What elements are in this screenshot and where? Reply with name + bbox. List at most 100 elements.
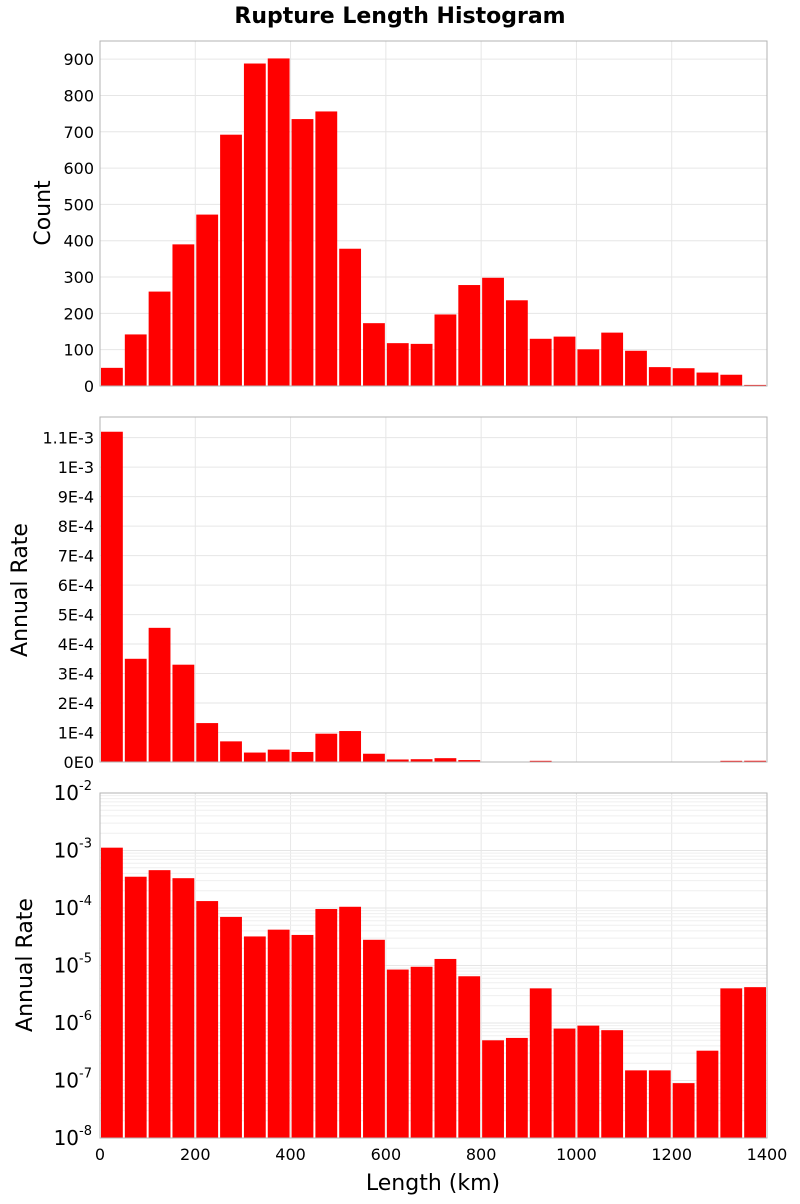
histogram-bar [220, 135, 242, 386]
histogram-bar [220, 917, 242, 1138]
histogram-bar [435, 314, 457, 386]
histogram-bar [506, 1038, 528, 1138]
histogram-bar [172, 665, 194, 762]
y-tick-label: 700 [63, 123, 94, 142]
histogram-bar [387, 343, 409, 386]
x-tick-label: 600 [371, 1145, 402, 1164]
y-tick-label: 8E-4 [58, 517, 94, 536]
histogram-bar [149, 870, 171, 1138]
histogram-bar [697, 373, 719, 386]
histogram-bar [196, 723, 218, 762]
histogram-bar [196, 215, 218, 386]
chart-title: Rupture Length Histogram [234, 4, 565, 29]
histogram-bar [720, 375, 742, 386]
x-tick-label: 400 [275, 1145, 306, 1164]
x-tick-label: 200 [180, 1145, 211, 1164]
histogram-bar [244, 753, 266, 762]
y-tick-label: 300 [63, 268, 94, 287]
panel-2: 0E01E-42E-43E-44E-45E-46E-47E-48E-49E-41… [42, 417, 767, 772]
histogram-bar [172, 878, 194, 1138]
y-tick-label: 900 [63, 50, 94, 69]
histogram-bar [292, 752, 314, 762]
histogram-bar [268, 750, 290, 762]
histogram-bar [149, 628, 171, 762]
histogram-bar [315, 909, 337, 1138]
plot-layer: 01002003004005006007008009000E01E-42E-43… [42, 41, 787, 1164]
y-tick-label: 1E-3 [58, 458, 94, 477]
histogram-bar [101, 848, 123, 1138]
y-tick-label: 200 [63, 304, 94, 323]
histogram-bar [435, 758, 457, 762]
panel3-ylabel: Annual Rate [13, 898, 38, 1032]
histogram-bar [220, 741, 242, 762]
histogram-bar [458, 976, 480, 1138]
y-tick-label: 4E-4 [58, 635, 94, 654]
histogram-bar [649, 367, 671, 386]
histogram-bar [149, 292, 171, 386]
histogram-bar [101, 368, 123, 386]
y-tick-label: 500 [63, 195, 94, 214]
histogram-bar [339, 731, 361, 762]
histogram-bar [125, 659, 147, 762]
y-tick-label: 600 [63, 159, 94, 178]
histogram-bar [363, 754, 385, 762]
y-tick-label: 10-8 [54, 1124, 92, 1150]
histogram-bar [435, 959, 457, 1138]
x-tick-label: 1200 [651, 1145, 692, 1164]
x-tick-label: 0 [95, 1145, 105, 1164]
histogram-bar [458, 285, 480, 386]
y-tick-label: 3E-4 [58, 665, 94, 684]
histogram-bar [697, 1051, 719, 1138]
histogram-bar [268, 930, 290, 1138]
histogram-bar [363, 940, 385, 1138]
y-tick-label: 1.1E-3 [42, 429, 94, 448]
histogram-bar [172, 244, 194, 386]
x-tick-label: 1000 [556, 1145, 597, 1164]
histogram-bar [744, 987, 766, 1138]
y-tick-label: 2E-4 [58, 694, 94, 713]
y-tick-label: 7E-4 [58, 547, 94, 566]
histogram-bar [244, 64, 266, 386]
histogram-bar [649, 1070, 671, 1138]
y-tick-label: 10-5 [54, 952, 92, 978]
histogram-bar [482, 1040, 504, 1138]
histogram-bar [315, 111, 337, 386]
y-tick-label: 10-6 [54, 1009, 92, 1035]
histogram-bar [625, 1070, 647, 1138]
histogram-bar [601, 1030, 623, 1138]
y-tick-label: 6E-4 [58, 576, 94, 595]
histogram-bar [673, 1083, 695, 1138]
histogram-bar [577, 1026, 599, 1138]
panel2-ylabel: Annual Rate [8, 523, 33, 657]
histogram-bar [673, 368, 695, 386]
histogram-bar [292, 935, 314, 1138]
histogram-bar [292, 119, 314, 386]
y-tick-label: 10-2 [54, 779, 92, 805]
y-tick-label: 10-7 [54, 1067, 92, 1093]
y-tick-label: 0E0 [64, 753, 94, 772]
histogram-bar [530, 339, 552, 386]
y-tick-label: 100 [63, 341, 94, 360]
histogram-bar [196, 901, 218, 1138]
histogram-bar [125, 877, 147, 1138]
y-tick-label: 800 [63, 86, 94, 105]
histogram-bar [554, 1029, 576, 1138]
histogram-bar [244, 936, 266, 1138]
histogram-bar [101, 432, 123, 762]
y-tick-label: 0 [84, 377, 94, 396]
x-tick-label: 1400 [747, 1145, 788, 1164]
y-tick-label: 10-4 [54, 894, 92, 920]
histogram-bar [411, 967, 433, 1138]
y-tick-label: 10-3 [54, 837, 92, 863]
histogram-bar [530, 988, 552, 1138]
histogram-bar [601, 333, 623, 386]
histogram-bar [339, 907, 361, 1138]
x-axis-label: Length (km) [366, 1171, 500, 1196]
histogram-bar [506, 300, 528, 386]
histogram-bar [554, 337, 576, 386]
plot-frame [100, 417, 767, 762]
y-tick-label: 9E-4 [58, 488, 94, 507]
